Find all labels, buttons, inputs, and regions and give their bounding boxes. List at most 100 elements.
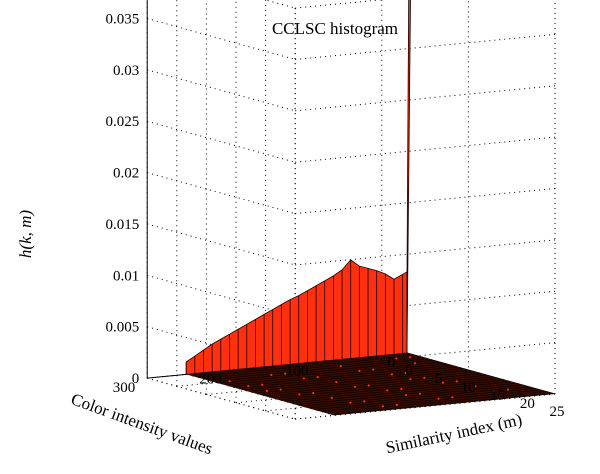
floor-highlight: [409, 356, 412, 359]
floor-highlight: [441, 381, 445, 384]
grid-line-z-side-5: [295, 136, 556, 163]
chart-title: CCLSC histogram: [272, 19, 398, 38]
floor-mesh-line: [328, 391, 550, 415]
floor-highlight: [349, 401, 352, 404]
y-tick-label: 300: [113, 380, 136, 396]
floor-mesh-line: [316, 388, 538, 411]
floor-highlight: [418, 392, 421, 395]
floor-mesh-line: [269, 375, 490, 398]
floor-highlight: [270, 373, 273, 377]
floor-highlight: [284, 372, 287, 375]
floor-highlight: [437, 397, 440, 400]
floor-highlight: [409, 378, 412, 381]
floor-mesh-line: [257, 372, 479, 395]
floor-highlight: [247, 384, 250, 388]
floor-highlight: [298, 393, 301, 396]
z-tick-label: 0.005: [105, 320, 139, 336]
z-tick-label: 0.02: [113, 166, 139, 182]
floor-mesh-line: [280, 378, 502, 402]
floor-mesh-line: [292, 382, 514, 405]
grid-line-z-side-6: [295, 85, 556, 112]
floor-highlight: [367, 384, 370, 387]
floor-mesh-line: [286, 380, 508, 403]
y-tick-label: 100: [286, 363, 309, 379]
grid-line-z-side-3: [295, 239, 556, 266]
z-tick-label: 0: [132, 371, 140, 387]
z-tick-label: 0.01: [113, 268, 139, 284]
floor-highlight: [413, 362, 417, 365]
floor-mesh-line: [239, 367, 461, 390]
grid-line-z-back-7: [147, 18, 296, 60]
floor-highlight: [395, 403, 398, 406]
floor-highlight: [339, 364, 342, 368]
y-tick-label: 200: [199, 372, 222, 388]
floor-mesh-line: [227, 363, 449, 387]
grid-line-z-side-1: [295, 342, 556, 369]
x-tick-label: 25: [550, 404, 565, 420]
floor-mesh-line: [197, 355, 419, 379]
z-axis-label: h(k, m): [16, 210, 35, 258]
y-tick-label: 0: [388, 355, 396, 371]
y-axis-label: Color intensity values: [69, 389, 216, 458]
x-tick-label: 20: [520, 396, 535, 412]
grid-line-z-back-1: [147, 326, 296, 369]
floor-highlight: [506, 388, 510, 391]
surface-slice: [185, 0, 411, 375]
floor-highlight: [265, 389, 268, 392]
grid-line-z-side-7: [295, 33, 556, 60]
floor-mesh-line: [221, 362, 443, 385]
floor-highlight: [400, 387, 403, 391]
grid-line-z-side-8: [295, 0, 385, 9]
floor-highlight: [492, 389, 496, 393]
grid-line-z-back-6: [147, 69, 296, 112]
floor-highlight: [404, 371, 407, 375]
grid-line-z-back-3: [147, 223, 296, 266]
grid-line-z-back-5: [147, 120, 296, 163]
peak-spike: [406, 0, 411, 354]
floor-mesh-line: [263, 373, 485, 397]
floor-mesh-line: [233, 365, 455, 388]
grid-line-z-side-4: [295, 188, 556, 215]
floor-mesh-line: [245, 368, 467, 392]
floor-highlight: [404, 394, 408, 397]
z-tick-label: 0.03: [113, 63, 139, 79]
floor-mesh-line: [274, 377, 496, 400]
floor-mesh-line: [215, 360, 437, 384]
x-tick-label: 5: [435, 371, 443, 387]
x-axis-label: Similarity index (m): [384, 410, 524, 457]
floor-highlight: [335, 380, 338, 384]
floor-highlight: [330, 396, 333, 399]
z-tick-label: 0.035: [105, 11, 139, 27]
surface-floor: [186, 353, 556, 416]
floor-highlight: [316, 376, 319, 379]
floor-mesh-line: [304, 385, 526, 408]
floor-mesh-line: [192, 354, 413, 377]
tick-labels: 00.0050.010.0150.020.0250.030.0350.04010…: [105, 11, 565, 420]
floor-highlight: [390, 373, 393, 376]
grid-line-z-side-2: [295, 290, 556, 317]
floor-highlight: [451, 396, 454, 399]
z-tick-label: 0.015: [105, 217, 139, 233]
floor-mesh-line: [209, 359, 431, 382]
grid-line-z-back-2: [147, 274, 296, 317]
floor-highlight: [474, 385, 477, 388]
grid-line-k-floor-3: [147, 377, 296, 420]
floor-highlight: [312, 391, 315, 395]
floor-highlight: [455, 380, 458, 383]
x-tick-label: 10: [461, 379, 476, 395]
x-tick-label: 15: [490, 388, 505, 404]
floor-highlight: [363, 400, 366, 403]
floor-highlight: [381, 405, 385, 408]
floor-highlight: [358, 369, 361, 372]
floor-highlight: [228, 380, 231, 383]
floor-highlight: [279, 388, 282, 391]
floor-highlight: [261, 383, 264, 386]
floor-highlight: [395, 357, 398, 360]
floor-mesh-line: [322, 390, 544, 413]
floor-mesh-line: [298, 383, 520, 407]
floor-surface: [186, 353, 556, 416]
grid-line-z-back-4: [147, 172, 296, 215]
floor-mesh-line: [251, 370, 473, 393]
floor-highlight: [423, 376, 426, 379]
